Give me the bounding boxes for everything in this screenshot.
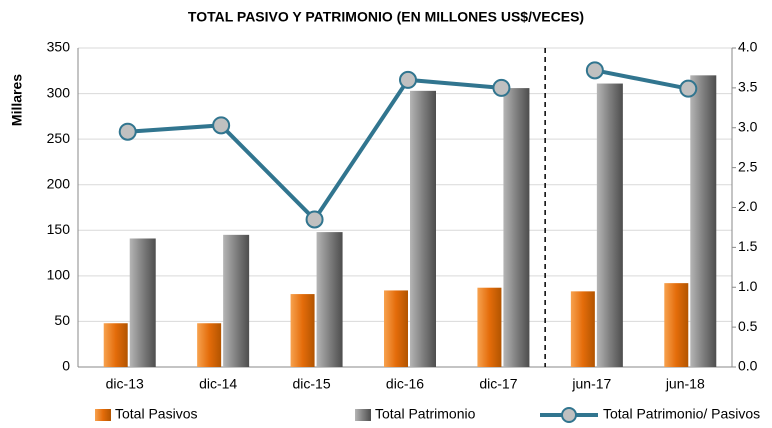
x-tick-label: dic-13 <box>106 376 144 392</box>
bar <box>503 88 530 368</box>
y-tick-label: 350 <box>47 39 71 55</box>
y-tick-label: 250 <box>47 130 71 146</box>
line <box>127 77 502 223</box>
x-tick-label: dic-14 <box>199 376 237 392</box>
bar <box>197 323 222 367</box>
y2-tick-label: 1.5 <box>738 238 758 254</box>
y2-tick-label: 3.5 <box>738 79 758 95</box>
bar <box>690 75 717 367</box>
legend-swatch <box>95 409 111 421</box>
bar <box>410 90 436 367</box>
bar <box>129 238 156 367</box>
legend-swatch <box>561 407 577 423</box>
legend-label: Total Patrimonio <box>375 406 476 422</box>
y-tick-label: 100 <box>47 267 71 283</box>
marker <box>305 210 324 229</box>
bar <box>477 287 502 367</box>
marker <box>585 61 604 80</box>
y2-tick-label: 2.0 <box>738 198 758 214</box>
legend-label: Total Pasivos <box>115 406 197 422</box>
bar <box>316 232 343 367</box>
x-tick-label: dic-15 <box>293 376 331 392</box>
x-tick-label: jun-18 <box>665 376 705 392</box>
legend-label: Total Patrimonio/ Pasivos <box>603 406 760 422</box>
marker <box>118 122 137 141</box>
y-tick-label: 150 <box>47 221 71 237</box>
chart-title: TOTAL PASIVO Y PATRIMONIO (EN MILLONES U… <box>188 9 584 25</box>
x-tick-label: jun-17 <box>571 376 611 392</box>
y2-tick-label: 1.0 <box>738 278 758 294</box>
y2-tick-label: 0.5 <box>738 318 758 334</box>
marker <box>399 70 417 89</box>
bar <box>103 323 128 367</box>
bar <box>223 234 250 367</box>
y2-tick-label: 2.5 <box>738 158 758 174</box>
bar <box>596 83 623 367</box>
bar <box>290 294 315 367</box>
legend-swatch <box>355 409 371 421</box>
bar <box>384 290 408 367</box>
y-tick-label: 0 <box>62 358 70 374</box>
marker <box>212 116 231 135</box>
bar <box>570 291 595 367</box>
y2-tick-label: 3.0 <box>738 118 758 134</box>
y-tick-label: 50 <box>54 312 70 328</box>
x-tick-label: dic-17 <box>479 376 517 392</box>
marker <box>492 78 511 97</box>
y2-tick-label: 4.0 <box>738 39 758 55</box>
y-tick-label: 300 <box>47 84 71 100</box>
bar <box>664 283 689 367</box>
marker <box>679 79 698 98</box>
y2-tick-label: 0.0 <box>738 358 758 374</box>
y-axis-label: Millares <box>9 74 25 126</box>
x-tick-label: dic-16 <box>386 376 424 392</box>
line <box>594 68 689 91</box>
y-tick-label: 200 <box>47 175 71 191</box>
